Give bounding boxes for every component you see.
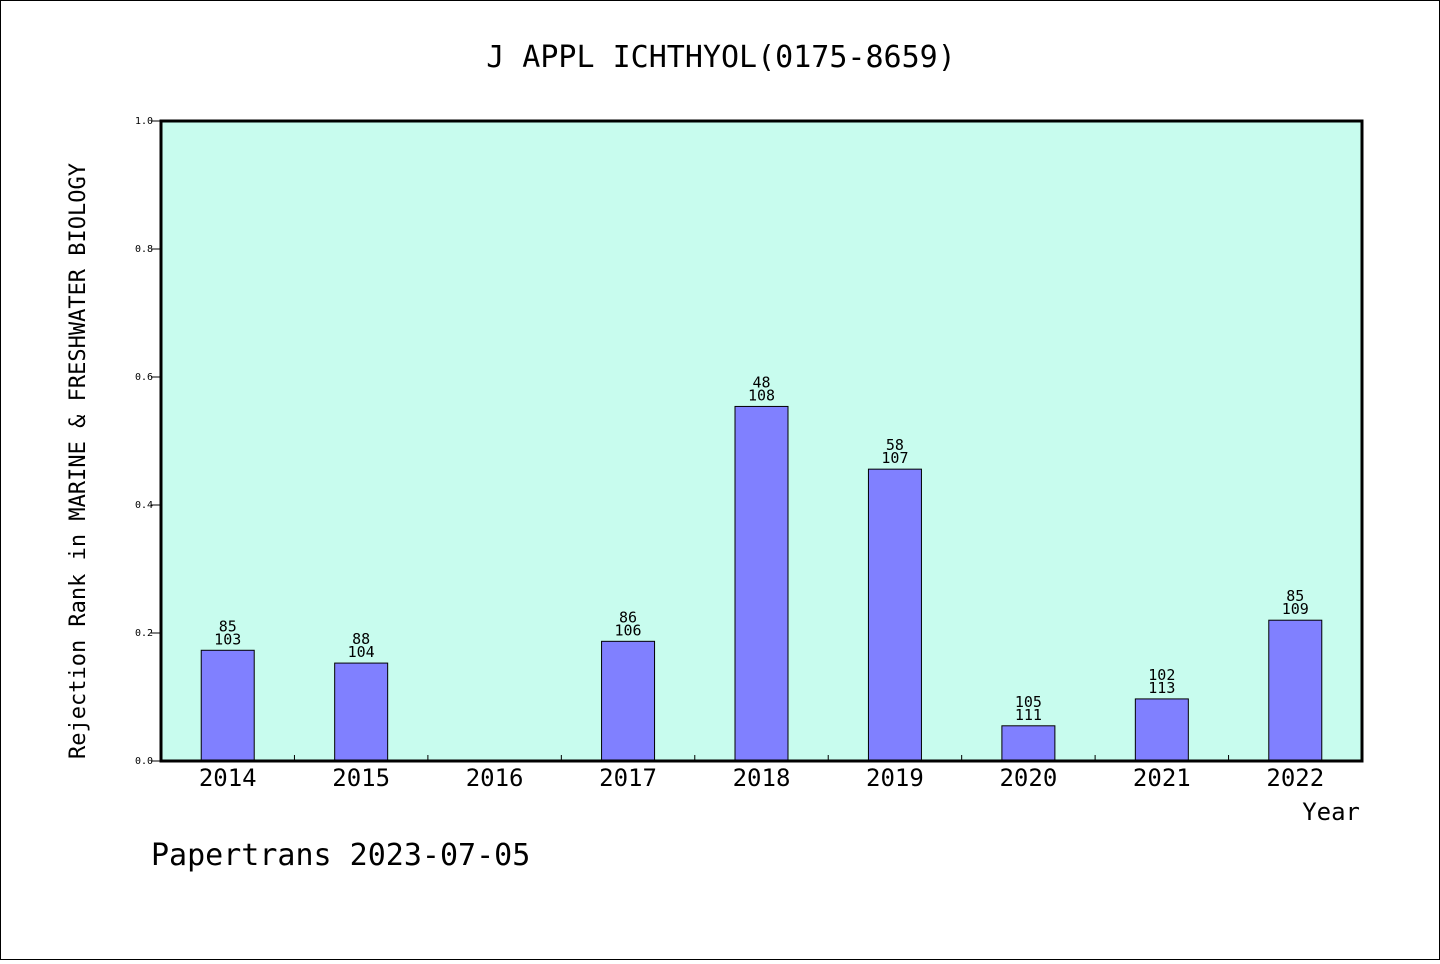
bar-2015 xyxy=(334,662,389,762)
y-tick-label: 0.0 xyxy=(135,756,153,767)
x-tick-label: 2015 xyxy=(332,764,390,792)
bar-total-label: 111 xyxy=(1015,706,1042,724)
bar-total-label: 108 xyxy=(748,386,775,404)
bar-rank-label: 102 xyxy=(1148,666,1175,684)
y-axis-ticks: 0.0 0.2 0.4 0.6 0.8 1.0 xyxy=(135,116,161,767)
bar-2020 xyxy=(1001,725,1056,762)
y-tick-label: 0.8 xyxy=(135,244,153,255)
x-tick-label: 2021 xyxy=(1133,764,1191,792)
bar-rank-label: 48 xyxy=(752,373,770,391)
x-tick-label: 2022 xyxy=(1266,764,1324,792)
bar-total-label: 109 xyxy=(1282,600,1309,618)
plot-border xyxy=(159,119,1364,763)
bar-2014 xyxy=(200,649,255,762)
footer-text: Papertrans 2023-07-05 xyxy=(151,838,530,873)
x-axis-label: Year xyxy=(1302,798,1360,826)
x-tick-label: 2018 xyxy=(733,764,791,792)
bars xyxy=(200,405,1323,762)
y-tick-label: 1.0 xyxy=(135,116,153,127)
x-tick-label: 2014 xyxy=(199,764,257,792)
chart-title: J APPL ICHTHYOL(0175-8659) xyxy=(486,40,956,75)
bar-rank-label: 88 xyxy=(352,630,370,648)
bar-total-label: 113 xyxy=(1148,679,1175,697)
bar-rank-label: 86 xyxy=(619,608,637,626)
x-axis-ticks: 2014 2015 2016 2017 2018 2019 2020 2021 2022 xyxy=(199,755,1324,792)
bar-total-label: 107 xyxy=(881,449,908,467)
y-axis-label: Rejection Rank in MARINE & FRESHWATER BI… xyxy=(66,163,91,759)
bar-2018 xyxy=(734,405,789,762)
bar-2022 xyxy=(1268,619,1323,762)
bar-rank-label: 85 xyxy=(1286,587,1304,605)
bar-rank-label: 105 xyxy=(1015,693,1042,711)
y-tick-label: 0.4 xyxy=(135,500,153,511)
bar-total-label: 104 xyxy=(348,643,375,661)
x-tick-label: 2020 xyxy=(999,764,1057,792)
x-tick-label: 2019 xyxy=(866,764,924,792)
bar-2017 xyxy=(601,640,656,762)
bar-total-label: 103 xyxy=(214,630,241,648)
x-tick-label: 2017 xyxy=(599,764,657,792)
bar-2019 xyxy=(867,468,922,762)
x-tick-label: 2016 xyxy=(466,764,524,792)
bar-2021 xyxy=(1134,698,1189,762)
bar-total-label: 106 xyxy=(615,621,642,639)
y-tick-label: 0.6 xyxy=(135,372,153,383)
y-tick-label: 0.2 xyxy=(135,628,153,639)
bar-rank-label: 85 xyxy=(219,617,237,635)
bar-rank-label: 58 xyxy=(886,436,904,454)
